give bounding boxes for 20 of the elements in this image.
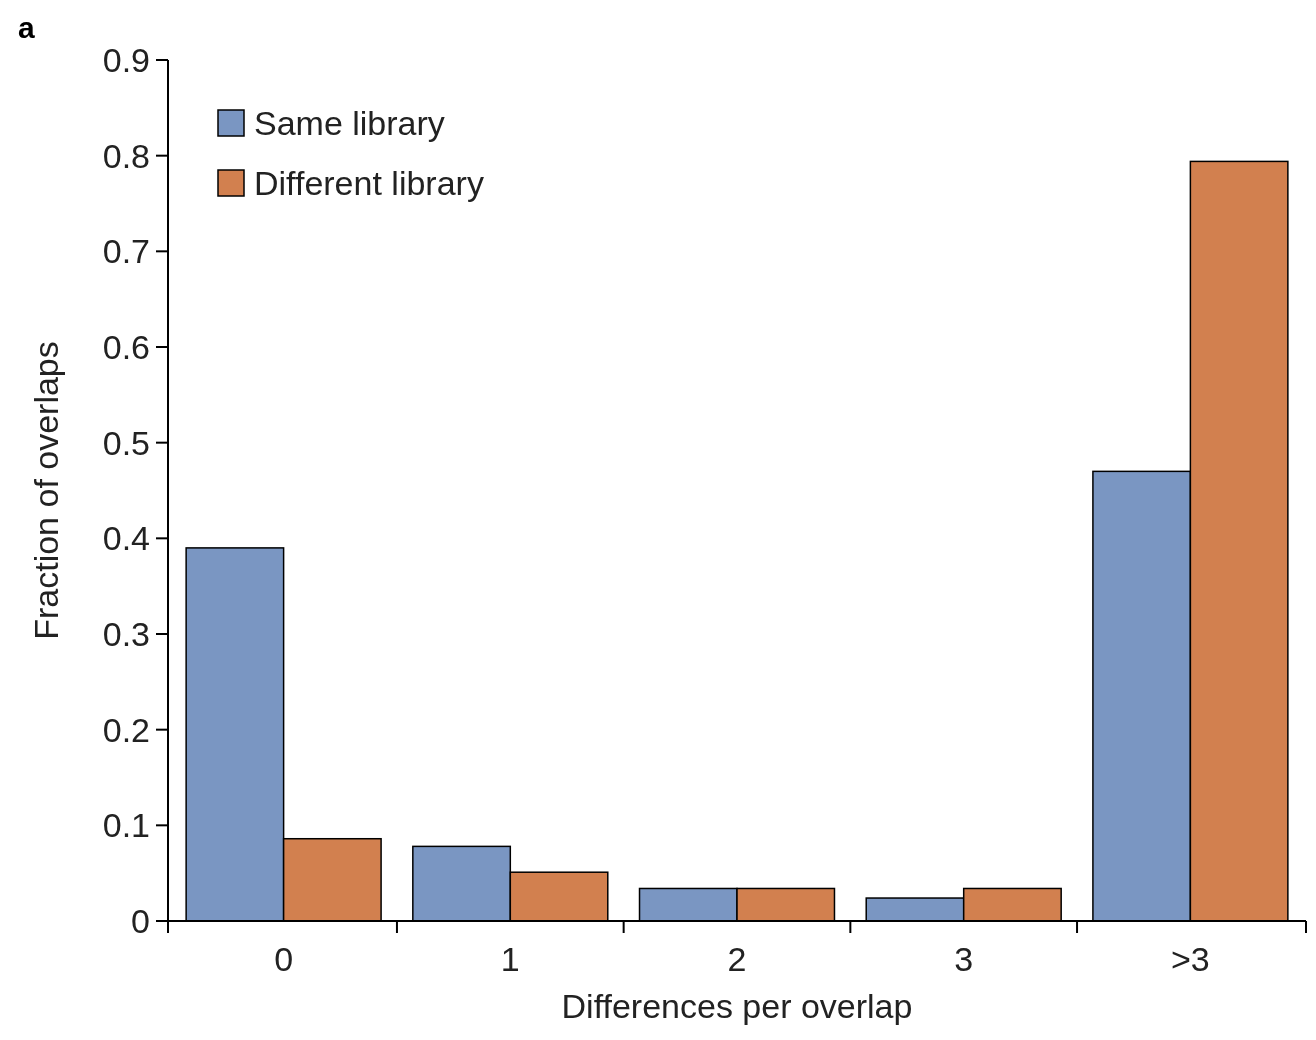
y-tick-label: 0 xyxy=(131,901,150,940)
y-tick-label: 0.9 xyxy=(102,40,150,79)
legend-label: Same library xyxy=(254,103,445,142)
legend-label: Different library xyxy=(254,163,484,202)
text: a xyxy=(18,11,35,44)
y-tick-label: 0.4 xyxy=(102,519,150,558)
y-tick-label: 0.2 xyxy=(102,710,150,749)
y-tick-label: 0.6 xyxy=(102,327,150,366)
x-tick-label: 0 xyxy=(274,940,294,978)
x-tick-label: >3 xyxy=(1171,940,1210,978)
y-tick-label: 0.3 xyxy=(102,614,150,653)
y-tick-label: 0.7 xyxy=(102,232,150,271)
x-tick-label: 1 xyxy=(500,940,520,978)
x-tick-label: 2 xyxy=(727,940,747,978)
y-axis-title: Fraction of overlaps xyxy=(27,341,65,640)
y-tick-label: 0.1 xyxy=(102,806,150,845)
y-tick-label: 0.8 xyxy=(102,136,150,175)
y-tick-label: 0.5 xyxy=(102,423,150,462)
x-tick-label: 3 xyxy=(954,940,974,978)
x-axis-title: Differences per overlap xyxy=(561,987,913,1025)
